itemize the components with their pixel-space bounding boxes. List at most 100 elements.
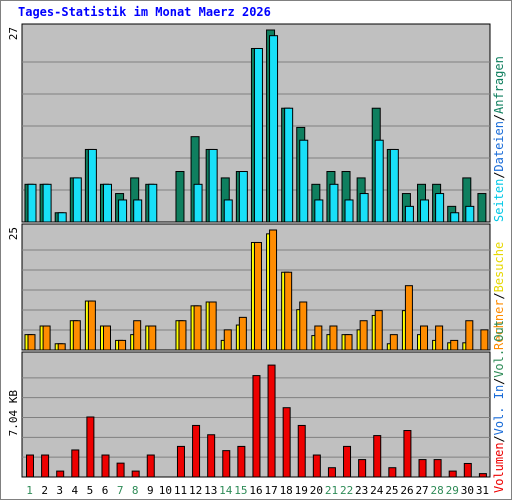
bar-Rechner-day-24 bbox=[374, 310, 383, 351]
bar-Dateien-day-9 bbox=[148, 183, 158, 223]
bar-Volumen-day-13 bbox=[207, 434, 216, 478]
bar-Dateien-day-28 bbox=[435, 193, 445, 223]
bar-Volumen-day-30 bbox=[463, 462, 472, 478]
bar-Dateien-day-14 bbox=[223, 199, 233, 223]
x-tick-label-day-9: 9 bbox=[147, 484, 154, 497]
x-tick-label-day-7: 7 bbox=[117, 484, 124, 497]
bar-Dateien-day-27 bbox=[420, 199, 430, 223]
chart-title: Tages-Statistik im Monat Maerz 2026 bbox=[18, 5, 271, 19]
x-tick-label-day-16: 16 bbox=[249, 484, 262, 497]
bar-Volumen-day-28 bbox=[433, 459, 442, 478]
bar-Rechner-day-23 bbox=[359, 320, 368, 351]
x-tick-label-day-4: 4 bbox=[72, 484, 79, 497]
x-tick-label-day-5: 5 bbox=[87, 484, 94, 497]
bar-Anfragen-day-11 bbox=[175, 171, 185, 223]
bar-Dateien-day-20 bbox=[314, 199, 324, 223]
x-tick-label-day-28: 28 bbox=[431, 484, 444, 497]
bar-Volumen-day-24 bbox=[373, 435, 382, 478]
x-tick-label-day-22: 22 bbox=[340, 484, 353, 497]
x-tick-label-day-31: 31 bbox=[476, 484, 489, 497]
x-tick-label-day-26: 26 bbox=[400, 484, 413, 497]
bar-Rechner-day-16 bbox=[253, 241, 262, 351]
bar-Volumen-day-17 bbox=[267, 364, 276, 478]
x-tick-label-day-13: 13 bbox=[204, 484, 217, 497]
x-tick-label-day-6: 6 bbox=[102, 484, 109, 497]
bar-Volumen-day-12 bbox=[192, 424, 201, 478]
right-label-seiten: Seiten bbox=[492, 179, 506, 222]
x-tick-label-day-8: 8 bbox=[132, 484, 139, 497]
bar-Rechner-day-7 bbox=[118, 339, 127, 351]
bar-Dateien-day-17 bbox=[269, 35, 279, 223]
bar-Volumen-day-29 bbox=[448, 470, 457, 478]
bar-Volumen-day-4 bbox=[71, 449, 80, 478]
x-tick-label-day-14: 14 bbox=[219, 484, 233, 497]
x-tick-label-day-23: 23 bbox=[355, 484, 368, 497]
right-label-besuche: Besuche bbox=[492, 242, 506, 293]
x-tick-label-day-24: 24 bbox=[370, 484, 384, 497]
panel-1: 27 bbox=[7, 23, 491, 223]
bar-Dateien-day-22 bbox=[344, 199, 354, 223]
right-label-separator: / bbox=[492, 114, 506, 121]
bar-Dateien-day-23 bbox=[359, 193, 369, 223]
bar-Dateien-day-8 bbox=[133, 199, 143, 223]
bar-Rechner-day-5 bbox=[87, 300, 96, 351]
x-tick-label-day-29: 29 bbox=[446, 484, 459, 497]
panel-2: 25 bbox=[7, 223, 491, 351]
bar-Dateien-day-7 bbox=[118, 199, 128, 223]
bar-Dateien-day-6 bbox=[102, 183, 112, 223]
right-label-separator: / bbox=[492, 172, 506, 179]
right-label-dateien: Dateien bbox=[492, 121, 506, 172]
bar-Dateien-day-15 bbox=[238, 171, 248, 223]
bar-Rechner-day-12 bbox=[193, 305, 202, 351]
x-tick-label-day-10: 10 bbox=[159, 484, 172, 497]
bar-Rechner-day-9 bbox=[148, 325, 157, 351]
bar-Volumen-day-19 bbox=[297, 424, 306, 478]
bar-Rechner-day-31 bbox=[480, 329, 489, 351]
x-tick-label-day-12: 12 bbox=[189, 484, 202, 497]
x-tick-label-day-30: 30 bbox=[461, 484, 474, 497]
bar-Rechner-day-14 bbox=[223, 329, 232, 351]
bar-Rechner-day-25 bbox=[389, 334, 398, 351]
bar-Dateien-day-24 bbox=[374, 139, 384, 223]
bar-Rechner-day-18 bbox=[284, 271, 293, 351]
right-label-volout: Vol. Out bbox=[492, 320, 506, 378]
bar-Volumen-day-2 bbox=[41, 454, 50, 478]
bar-Rechner-day-11 bbox=[178, 320, 187, 351]
bar-Volumen-day-26 bbox=[403, 430, 412, 478]
right-legend-labels: Seiten/Dateien/AnfragenRechner/BesucheVo… bbox=[492, 56, 506, 493]
x-tick-label-day-17: 17 bbox=[264, 484, 277, 497]
bar-Volumen-day-20 bbox=[312, 454, 321, 478]
bar-Volumen-day-3 bbox=[56, 470, 65, 478]
x-tick-label-day-15: 15 bbox=[234, 484, 247, 497]
bar-Rechner-day-1 bbox=[27, 334, 36, 351]
panel-max-label: 7.04 KB bbox=[7, 390, 20, 437]
bar-Dateien-day-3 bbox=[57, 212, 67, 223]
bar-Dateien-day-4 bbox=[72, 177, 82, 223]
bar-Volumen-day-7 bbox=[116, 462, 125, 478]
right-label-separator: / bbox=[492, 292, 506, 299]
x-tick-label-day-11: 11 bbox=[174, 484, 187, 497]
bar-Dateien-day-29 bbox=[450, 212, 460, 223]
bar-Rechner-day-17 bbox=[269, 229, 278, 351]
bar-Rechner-day-6 bbox=[102, 325, 111, 351]
bar-Rechner-day-27 bbox=[420, 325, 429, 351]
panel-max-label: 25 bbox=[7, 227, 20, 240]
bar-Rechner-day-8 bbox=[133, 320, 142, 351]
x-tick-label-day-20: 20 bbox=[310, 484, 323, 497]
bar-Rechner-day-13 bbox=[208, 301, 217, 351]
chart-panels: 27 25 7.04 KB bbox=[7, 23, 491, 478]
x-tick-label-day-18: 18 bbox=[280, 484, 293, 497]
bar-Rechner-day-30 bbox=[465, 320, 474, 351]
bar-Rechner-day-2 bbox=[42, 325, 51, 351]
bar-Dateien-day-5 bbox=[87, 148, 97, 223]
bar-Rechner-day-3 bbox=[57, 343, 66, 351]
x-tick-label-day-21: 21 bbox=[325, 484, 338, 497]
bar-Dateien-day-12 bbox=[193, 183, 203, 223]
bar-Rechner-day-26 bbox=[404, 285, 413, 351]
x-tick-label-day-19: 19 bbox=[295, 484, 308, 497]
bar-Dateien-day-30 bbox=[465, 205, 475, 223]
right-label-volumen: Volumen bbox=[492, 442, 506, 493]
bar-Rechner-day-22 bbox=[344, 334, 353, 351]
bar-Dateien-day-19 bbox=[299, 139, 309, 223]
